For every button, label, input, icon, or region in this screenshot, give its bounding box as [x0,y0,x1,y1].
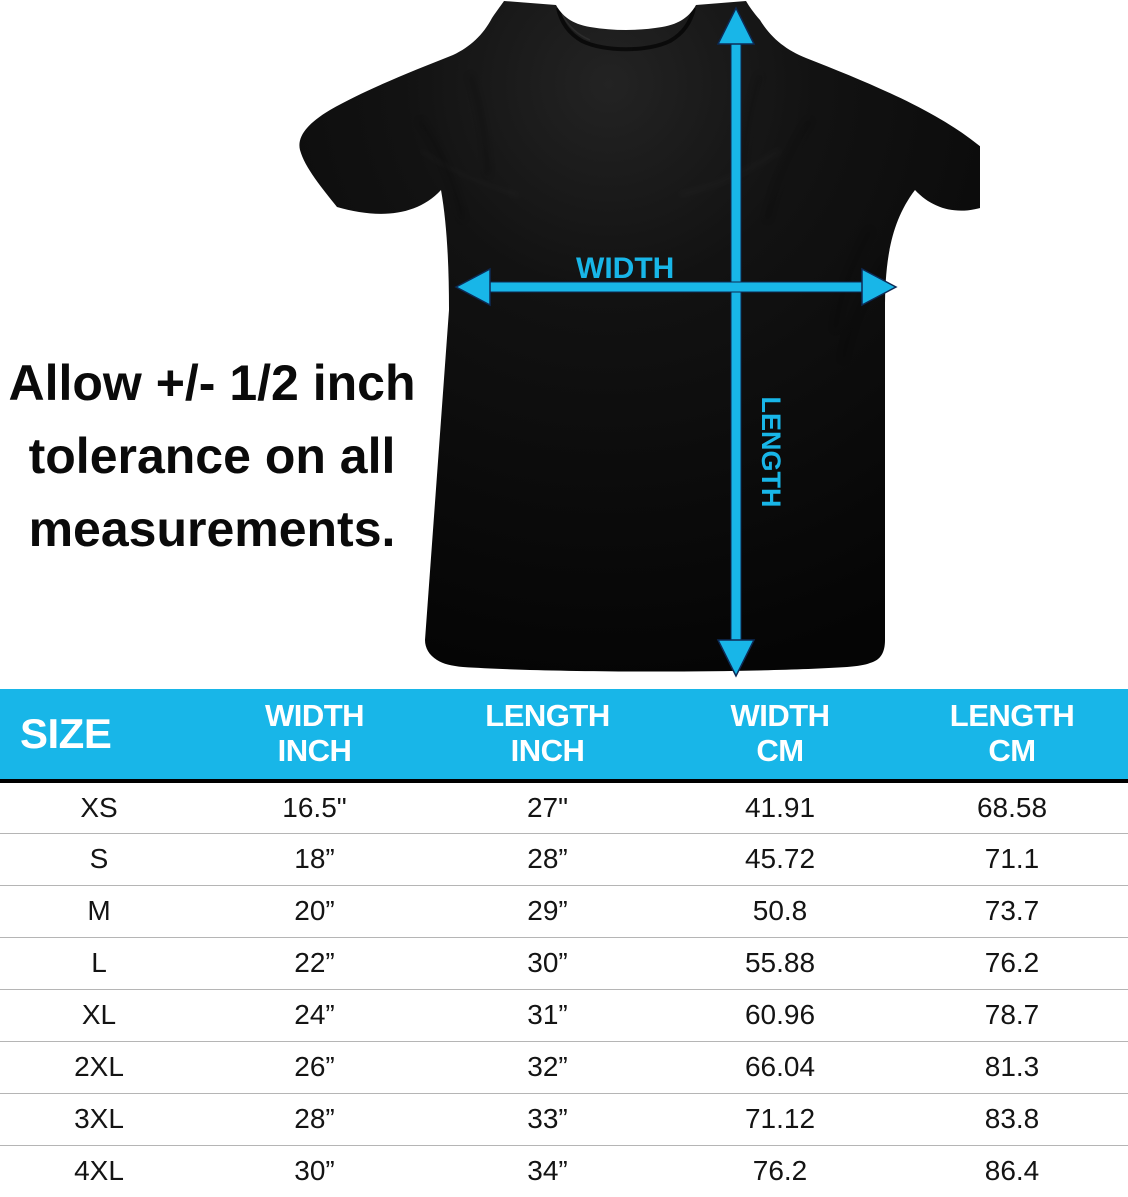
svg-text:WIDTH: WIDTH [576,252,674,285]
svg-text:LENGTH: LENGTH [756,397,786,508]
